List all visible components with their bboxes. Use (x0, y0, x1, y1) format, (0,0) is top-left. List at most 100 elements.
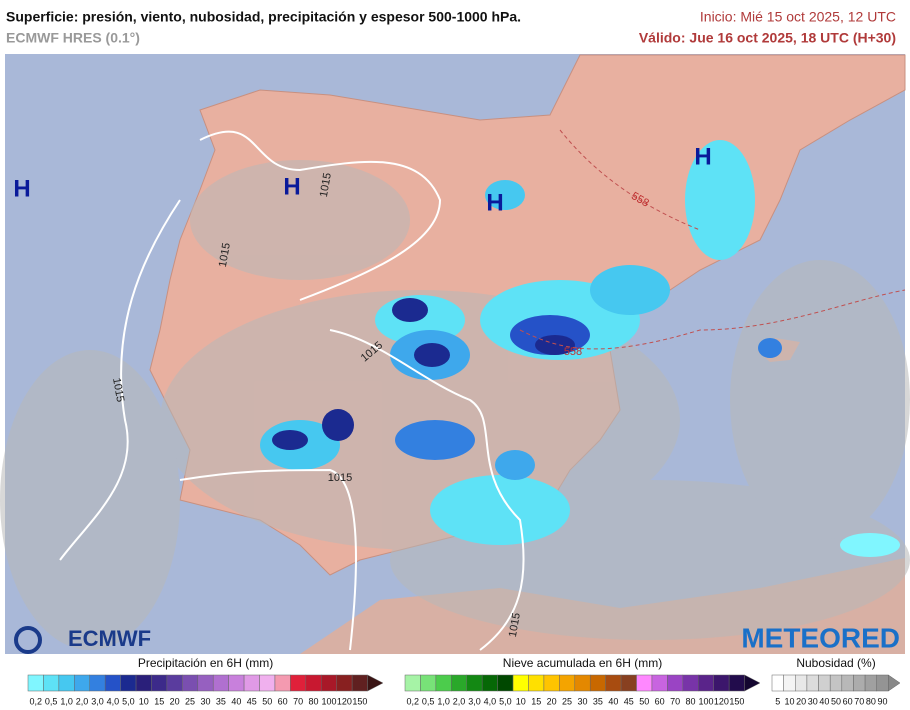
isobar-label: 1015 (318, 172, 334, 198)
legend-title: Precipitación en 6H (mm) (138, 656, 273, 670)
legend-swatch (497, 674, 514, 692)
legend-swatch (435, 674, 452, 692)
legend-label: 1,0 (60, 696, 73, 706)
legend-label: 90 (878, 696, 888, 706)
thickness-line (519, 289, 906, 350)
legend-swatch (243, 674, 260, 692)
legend-label: 50 (262, 696, 272, 706)
legend-label: 50 (831, 696, 841, 706)
legend-label: 1,0 (437, 696, 450, 706)
legend-label: 70 (293, 696, 303, 706)
legend-swatch (290, 674, 307, 692)
legend-swatch (698, 674, 714, 692)
legend-label: 0,2 (29, 696, 42, 706)
legend-swatch (512, 674, 529, 692)
legend-swatch (605, 674, 622, 692)
legend-label: 10 (784, 696, 794, 706)
thickness-label: 558 (564, 346, 582, 358)
legend-swatch (420, 674, 437, 692)
legend-swatch (451, 674, 467, 692)
legend-swatch (806, 674, 819, 692)
legend-label: 20 (170, 696, 180, 706)
legend-label: 2,0 (453, 696, 466, 706)
legend-swatch (228, 674, 245, 692)
legend-label: 0,5 (422, 696, 435, 706)
legend-swatch (853, 674, 866, 692)
legend-swatch (795, 674, 808, 692)
legend-label: 80 (309, 696, 319, 706)
legend-swatch (89, 674, 106, 692)
legend-label: 10 (139, 696, 149, 706)
isobar-label: 1015 (328, 472, 352, 484)
legend-label: 5,0 (499, 696, 512, 706)
isobar-label: 1015 (507, 612, 523, 638)
legend-label: 80 (866, 696, 876, 706)
legend-swatch (636, 674, 653, 692)
legend-swatch (728, 674, 745, 692)
legend-swatch (829, 674, 843, 692)
legend-swatch (620, 674, 637, 692)
legend-swatch (404, 674, 421, 692)
legend-swatch (151, 674, 168, 692)
legend-label: 80 (686, 696, 696, 706)
legend-swatch (27, 674, 44, 692)
legend-swatch (321, 674, 337, 692)
legend-swatch (104, 674, 121, 692)
legend-swatch (43, 674, 60, 692)
legend-label: 40 (819, 696, 829, 706)
legend-label: 35 (593, 696, 603, 706)
thickness-line (559, 129, 701, 231)
legend-label: 30 (200, 696, 210, 706)
legend-label: 50 (639, 696, 649, 706)
meteored-logo: METEORED (741, 622, 900, 653)
high-pressure: H (486, 189, 503, 216)
map (0, 54, 910, 654)
legend-label: 100 (321, 696, 336, 706)
legend-swatch (58, 674, 75, 692)
legend-swatch (771, 674, 784, 692)
legend-swatch (166, 674, 183, 692)
isobars (59, 130, 525, 651)
isobar-label: 1015 (110, 377, 126, 403)
init: Inicio: Mié 15 oct 2025, 12 UTC (700, 9, 896, 25)
legend-label: 30 (577, 696, 587, 706)
legend-swatch (336, 674, 353, 692)
legend-label: 3,0 (468, 696, 481, 706)
precipitation (260, 140, 900, 557)
legend-label: 15 (531, 696, 541, 706)
legend-swatch (651, 674, 668, 692)
legend-swatch (713, 674, 730, 692)
valid: Válido: Jue 16 oct 2025, 18 UTC (H+30) (639, 30, 896, 46)
legend-swatch (135, 674, 152, 692)
legend-label: 20 (547, 696, 557, 706)
legend-label: 60 (843, 696, 853, 706)
legend-swatch (841, 674, 854, 692)
legend-label: 3,0 (91, 696, 104, 706)
legend-label: 35 (216, 696, 226, 706)
legend-label: 25 (562, 696, 572, 706)
title: Superficie: presión, viento, nubosidad, … (6, 9, 521, 25)
legend-swatch (274, 674, 291, 692)
legend-label: 40 (608, 696, 618, 706)
high-pressure: H (694, 143, 711, 170)
legend-swatch (528, 674, 545, 692)
legend-label: 20 (796, 696, 806, 706)
high-pressure: H (13, 175, 30, 202)
legend-label: 2,0 (76, 696, 89, 706)
legend-label: 45 (624, 696, 634, 706)
legend-label: 5,0 (122, 696, 135, 706)
legend-label: 70 (854, 696, 864, 706)
legend-swatch (259, 674, 276, 692)
legend-arrow (744, 674, 761, 692)
legend-swatch (212, 674, 229, 692)
legend-swatch (667, 674, 684, 692)
legend-swatch (559, 674, 576, 692)
legend-label: 100 (698, 696, 713, 706)
legend-swatch (876, 674, 889, 692)
legend-arrow (367, 674, 384, 692)
isobar-label: 1015 (217, 242, 233, 268)
legend-label: 5 (775, 696, 780, 706)
legend-label: 4,0 (107, 696, 120, 706)
legend-swatch (682, 674, 699, 692)
